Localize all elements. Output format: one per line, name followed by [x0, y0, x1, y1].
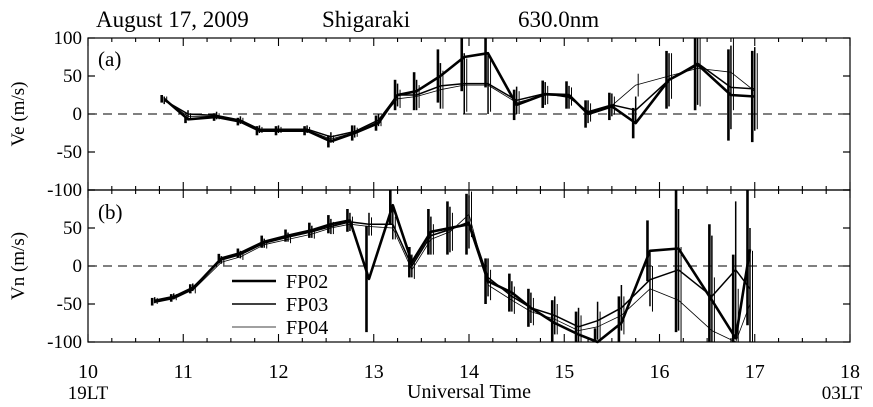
panel-a-label: (a): [98, 47, 121, 71]
panel-b-label: (b): [98, 200, 123, 224]
header-wavelength: 630.0nm: [518, 7, 599, 32]
x-tick-label: 17: [745, 361, 765, 383]
series-line-fp04: [163, 68, 756, 140]
panel-b-ylabel: Vn (m/s): [8, 232, 29, 300]
legend-label-fp04: FP04: [286, 317, 328, 339]
y-tick-label: -100: [47, 180, 82, 201]
x-tick-label: 16: [650, 361, 670, 383]
series-line-fp03: [154, 221, 751, 328]
y-tick-label: 0: [73, 256, 83, 277]
header-date: August 17, 2009: [96, 7, 249, 32]
lt-label-end: 03LT: [822, 383, 863, 404]
y-tick-label: 0: [73, 104, 83, 125]
series-line-fp04: [154, 213, 751, 343]
y-tick-label: -100: [47, 332, 82, 353]
lt-label-start: 19LT: [68, 383, 109, 404]
y-tick-label: -50: [57, 294, 82, 315]
x-axis-label: Universal Time: [407, 381, 531, 403]
axes-layer: 100 50 0 -50 -100 50 0 -50 -100 10 11 12 13 14 15 16 17 1…: [47, 28, 860, 383]
panel-a-ylabel: Ve (m/s): [8, 82, 29, 147]
data-layer: [150, 38, 758, 344]
legend-label-fp02: FP02: [286, 271, 328, 293]
y-tick-label: 100: [54, 28, 83, 49]
y-tick-label: 50: [63, 66, 82, 87]
x-tick-label: 14: [459, 361, 479, 383]
x-tick-label: 11: [174, 361, 193, 383]
x-tick-label: 18: [840, 361, 860, 383]
x-tick-label: 10: [78, 361, 98, 383]
series-line-fp02: [154, 203, 752, 344]
header-site: Shigaraki: [322, 7, 410, 32]
x-tick-label: 12: [269, 361, 289, 383]
legend-label-fp03: FP03: [286, 294, 328, 316]
y-tick-label: -50: [57, 142, 82, 163]
x-tick-label: 13: [364, 361, 384, 383]
x-tick-label: 15: [554, 361, 574, 383]
y-tick-label: 50: [63, 218, 82, 239]
